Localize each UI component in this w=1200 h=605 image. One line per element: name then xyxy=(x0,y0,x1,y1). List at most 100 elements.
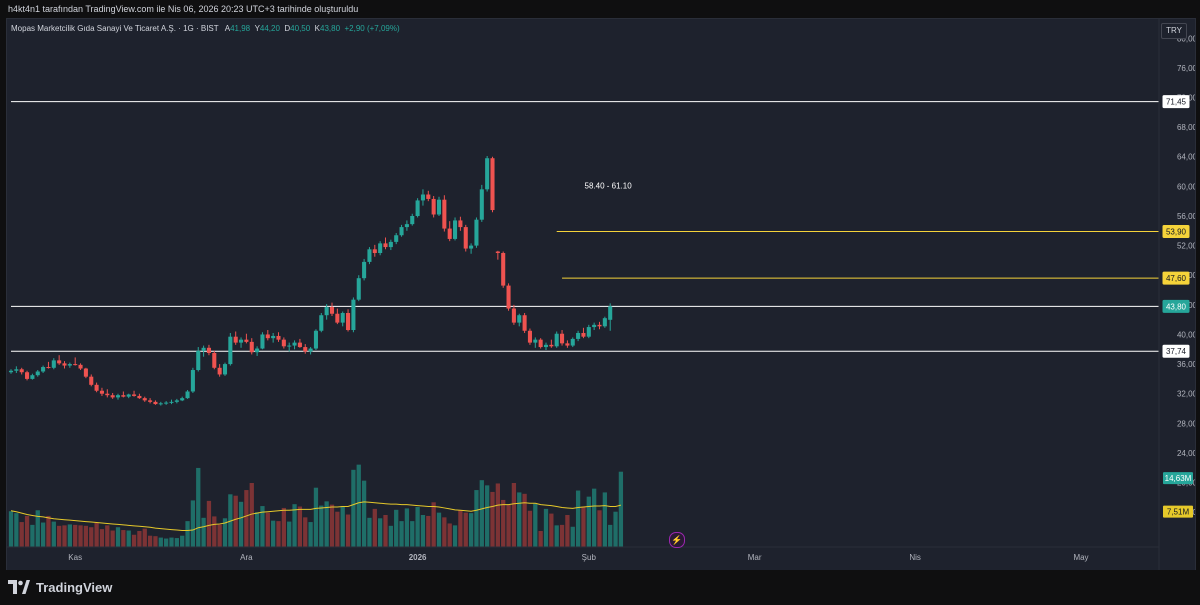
candle xyxy=(276,332,281,342)
candle xyxy=(319,312,324,333)
candle xyxy=(153,400,158,405)
candle-body xyxy=(511,308,516,323)
annotations: 58.40 - 61.10 xyxy=(585,182,633,191)
level-tag-label: 43,80 xyxy=(1166,302,1187,311)
candle xyxy=(415,198,420,218)
candle-body xyxy=(217,367,222,375)
candle xyxy=(271,332,276,343)
lightning-icon[interactable]: ⚡ xyxy=(669,532,685,548)
volume-bar xyxy=(404,508,410,547)
candle xyxy=(431,195,436,218)
volume-bar xyxy=(105,525,110,547)
candle xyxy=(228,332,233,366)
volume-bar xyxy=(511,483,517,547)
volume-bar xyxy=(89,527,94,547)
candle xyxy=(324,304,329,320)
candle-body xyxy=(83,368,88,377)
candle-body xyxy=(148,400,153,402)
candle-body xyxy=(458,220,463,228)
tradingview-logo-icon xyxy=(8,580,30,594)
candle xyxy=(30,373,35,380)
price-chart[interactable]: 80,0076,0072,0068,0064,0060,0056,0052,00… xyxy=(7,19,1195,570)
volume-bar xyxy=(340,506,345,547)
volume-bar xyxy=(319,505,324,547)
candle xyxy=(560,330,565,346)
candle-body xyxy=(73,364,78,366)
volume-bar xyxy=(361,480,367,547)
volume-bar xyxy=(463,512,468,547)
footer: TradingView xyxy=(0,570,1200,605)
candle-body xyxy=(463,227,468,249)
candle-body xyxy=(206,347,211,353)
low-value: 40,50 xyxy=(290,24,311,33)
time-tick-label: Mar xyxy=(748,553,762,562)
volume-bar xyxy=(458,510,463,547)
candle xyxy=(388,239,393,251)
candle-body xyxy=(292,342,297,346)
candle-body xyxy=(383,243,388,248)
level-tag-label: 71,45 xyxy=(1166,98,1187,107)
time-tick-label: Kas xyxy=(68,553,82,562)
candle-body xyxy=(164,402,169,404)
candle xyxy=(367,247,372,265)
volume-bar xyxy=(522,493,527,547)
candle-body xyxy=(190,370,195,392)
volume-bar xyxy=(586,496,591,547)
candle xyxy=(287,342,292,352)
candle xyxy=(41,365,46,373)
volume-bar xyxy=(24,515,30,547)
candle-body xyxy=(201,347,206,351)
high-value: 44,20 xyxy=(259,24,280,33)
range-annotation: 58.40 - 61.10 xyxy=(585,182,633,191)
candle xyxy=(8,369,14,374)
currency-button[interactable]: TRY xyxy=(1161,23,1187,39)
volume-bar xyxy=(527,510,533,547)
candle xyxy=(576,330,581,342)
candle-body xyxy=(372,249,377,254)
volume-bar xyxy=(565,515,570,547)
chart-panel[interactable]: 80,0076,0072,0068,0064,0060,0056,0052,00… xyxy=(6,18,1196,571)
volume-tag xyxy=(1163,472,1193,485)
candle-body xyxy=(121,395,126,397)
volume-bar xyxy=(292,504,297,547)
volume-bar xyxy=(174,538,179,547)
volume-bar xyxy=(51,521,56,547)
candle-body xyxy=(222,364,228,375)
volume-bar xyxy=(238,501,244,547)
candle xyxy=(543,342,549,351)
candle xyxy=(533,337,538,348)
candle-body xyxy=(367,249,372,262)
volume-bar xyxy=(415,507,420,547)
volume-bar xyxy=(410,521,415,547)
level-tag-label: 53,90 xyxy=(1166,228,1187,237)
brand[interactable]: TradingView xyxy=(8,578,112,596)
candle xyxy=(356,275,361,302)
volume-bar xyxy=(485,485,490,547)
candle-body xyxy=(426,194,431,199)
price-tick-label: 60,00 xyxy=(1177,182,1195,191)
candle-body xyxy=(115,395,121,398)
candle xyxy=(94,382,99,393)
candle-body xyxy=(297,342,302,348)
candle-body xyxy=(319,315,324,331)
candle-body xyxy=(260,334,265,349)
candle-body xyxy=(265,334,270,339)
candle-body xyxy=(281,339,286,347)
volume-bar xyxy=(592,488,597,547)
candle xyxy=(169,399,174,405)
volume-bar xyxy=(372,508,377,547)
candle-body xyxy=(447,228,452,239)
candle xyxy=(501,251,506,288)
price-tick-label: 52,00 xyxy=(1177,242,1195,251)
volume-bar xyxy=(308,522,313,547)
candle xyxy=(99,387,104,396)
candle xyxy=(126,393,131,399)
candle-body xyxy=(453,220,458,239)
volume-bar xyxy=(94,523,99,547)
volume-bars xyxy=(8,464,624,547)
candle-body xyxy=(57,360,62,364)
volume-bar xyxy=(324,501,329,547)
candle xyxy=(89,374,94,387)
candle-body xyxy=(570,338,575,346)
volume-bar xyxy=(276,521,281,547)
